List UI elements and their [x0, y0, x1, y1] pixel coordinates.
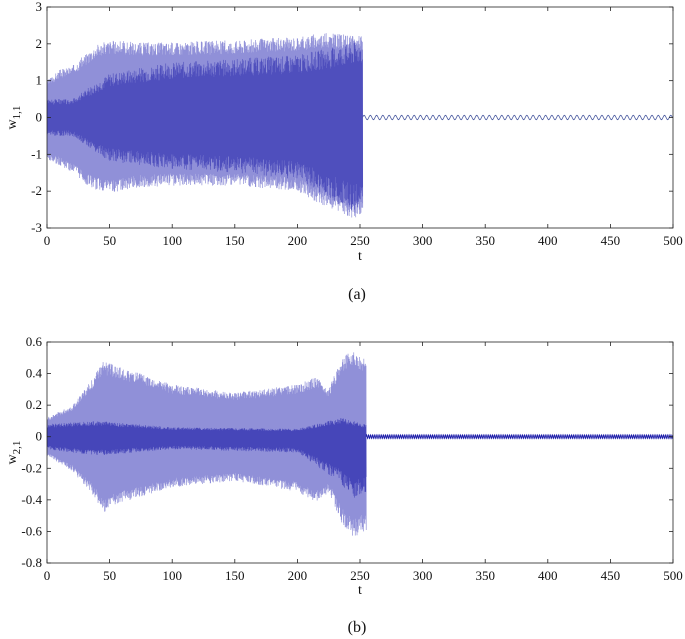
x-tick-label: 50: [103, 568, 116, 583]
x-tick-label: 350: [475, 233, 495, 248]
series-steady-trace: [362, 114, 673, 121]
panel-a: 0 50 100 150 200 250 300 350 400 450 500 -3 -2 -1 0 1 2 3…: [5, 0, 683, 303]
y-axis-label: w2,1: [5, 441, 23, 465]
y-tick-label: -2: [31, 183, 42, 198]
y-tick-label: 0.4: [26, 366, 43, 381]
y-axis-label-subscript: 1,1: [11, 106, 23, 120]
x-tick-label: 100: [162, 233, 182, 248]
x-tick-label: 0: [44, 568, 51, 583]
y-tick-label: -0.6: [21, 523, 42, 538]
x-tick-label: 300: [413, 233, 433, 248]
y-axis-label: w1,1: [5, 106, 23, 130]
y-tick-label: 0: [36, 110, 43, 125]
x-tick-label: 500: [663, 233, 683, 248]
series-steady-trace: [365, 433, 673, 440]
y-tick-label: 0: [36, 429, 43, 444]
x-tick-label: 150: [225, 568, 245, 583]
x-tick-label: 0: [44, 233, 51, 248]
x-tick-label: 500: [663, 568, 683, 583]
x-tick-label: 400: [538, 233, 558, 248]
y-axis-label-base: w: [5, 453, 20, 464]
x-tick-label: 250: [350, 233, 370, 248]
y-tick-label: 1: [36, 73, 43, 88]
x-tick-label: 200: [288, 233, 308, 248]
x-tick-label: 100: [162, 568, 182, 583]
y-tick-label: 2: [36, 36, 43, 51]
y-tick-label: 0.2: [26, 397, 42, 412]
y-tick-label: -1: [31, 146, 42, 161]
x-tick-label: 450: [601, 568, 621, 583]
y-tick-label: -0.2: [21, 460, 42, 475]
x-tick-label: 250: [350, 568, 370, 583]
y-tick-label: -0.4: [21, 492, 42, 507]
panel-b: 0 50 100 150 200 250 300 350 400 450 500 -0.8 -0.6 -0…: [5, 334, 683, 636]
plot-area: [47, 33, 673, 218]
y-axis-label-subscript: 2,1: [11, 441, 23, 455]
x-tick-label: 350: [475, 568, 495, 583]
x-tick-label: 150: [225, 233, 245, 248]
x-axis-label: t: [358, 583, 362, 598]
y-tick-label: 0.6: [26, 334, 43, 349]
y-tick-label: 3: [36, 0, 43, 14]
x-tick-label: 450: [601, 233, 621, 248]
x-tick-label: 400: [538, 568, 558, 583]
y-axis-label-base: w: [5, 118, 20, 129]
panel-caption: (a): [348, 286, 366, 303]
x-tick-label: 200: [288, 568, 308, 583]
plot-area: [47, 352, 673, 536]
panel-caption: (b): [348, 619, 367, 636]
y-tick-label: -0.8: [21, 555, 42, 570]
x-axis-label: t: [358, 249, 362, 264]
y-tick-label: -3: [31, 220, 42, 235]
x-tick-label: 300: [413, 568, 433, 583]
x-tick-label: 50: [103, 233, 116, 248]
